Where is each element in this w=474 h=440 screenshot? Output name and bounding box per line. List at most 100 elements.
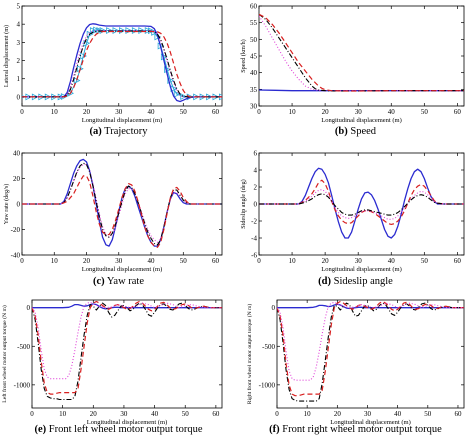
y-tick-label: 1 xyxy=(17,75,21,83)
x-tick-label: 60 xyxy=(454,108,462,116)
x-tick-label: 10 xyxy=(51,257,59,265)
y-tick-label: -20 xyxy=(11,226,21,234)
series-line-red_dashed xyxy=(32,300,222,395)
caption-letter: (e) xyxy=(34,424,47,435)
caption-letter: (a) xyxy=(89,126,102,137)
series-group xyxy=(22,158,222,248)
y-tick-label: -6 xyxy=(251,252,257,260)
caption-text: Sideslip angle xyxy=(333,276,393,287)
x-tick-label: 50 xyxy=(180,257,188,265)
x-tick-label: 60 xyxy=(212,108,220,116)
series-line-blue_solid xyxy=(32,303,222,310)
y-tick-label: 5 xyxy=(17,3,21,11)
series-line-magenta_dotted xyxy=(32,301,222,380)
y-tick-label: 0 xyxy=(17,201,21,209)
series-line-blue_solid xyxy=(22,23,222,103)
caption-e: (e) Front left wheel motor output torque xyxy=(0,424,237,435)
caption-text: Trajectory xyxy=(104,126,148,137)
plot-frame xyxy=(31,299,223,409)
chart-e: 0 10 20 30 40 50 60 -1000 -500 0 Longitudinal disp… xyxy=(1,299,223,426)
x-tick-label: 50 xyxy=(424,410,432,418)
data-point-marker xyxy=(164,66,171,74)
plot-frame xyxy=(276,299,465,409)
caption-f: (f) Front right wheel motor output torqu… xyxy=(237,424,474,435)
y-tick-label: 0 xyxy=(17,93,21,101)
series-group xyxy=(277,300,464,402)
series-line-red_dashed xyxy=(259,179,464,225)
x-tick-label: 10 xyxy=(59,410,67,418)
x-tick-label: 30 xyxy=(115,257,123,265)
series-line-magenta_dotted xyxy=(22,29,222,98)
series-line-red_dashed xyxy=(22,30,222,98)
series-line-blue_solid xyxy=(22,158,222,247)
series-line-blue_solid xyxy=(259,167,464,239)
series-line-red_dashed xyxy=(259,13,464,92)
caption-text: Yaw rate xyxy=(106,276,145,287)
chart-d: 0 10 20 30 40 50 60 -6 -4 -2 0 2 4 6 Longitudinal disp… xyxy=(240,150,465,273)
caption-letter: (c) xyxy=(92,276,105,287)
data-point-marker xyxy=(80,52,87,60)
y-tick-label: -500 xyxy=(17,343,30,351)
x-tick-label: 40 xyxy=(148,257,156,265)
y-tick-label: 40 xyxy=(13,150,21,158)
y-tick-label: -500 xyxy=(262,343,275,351)
y-axis-label: Yaw rate (deg/s) xyxy=(3,184,10,225)
x-tick-label: 20 xyxy=(322,257,330,265)
data-point-marker xyxy=(93,26,100,34)
y-tick-label: 40 xyxy=(250,69,258,77)
x-tick-label: 0 xyxy=(20,108,24,116)
series-group xyxy=(259,13,464,92)
y-tick-label: 3 xyxy=(17,39,21,47)
y-tick-label: -2 xyxy=(251,218,257,226)
plot-frame xyxy=(21,5,223,107)
series-group xyxy=(32,300,222,401)
y-tick-label: 55 xyxy=(250,19,258,27)
x-tick-label: 20 xyxy=(322,108,330,116)
y-axis-label: Speed (km/h) xyxy=(240,39,247,73)
caption-c: (c) Yaw rate xyxy=(0,276,237,287)
data-point-marker xyxy=(173,90,181,98)
caption-b: (b) Speed xyxy=(237,126,474,137)
y-tick-label: -1000 xyxy=(14,381,31,389)
x-tick-label: 10 xyxy=(304,410,312,418)
x-tick-label: 0 xyxy=(257,257,261,265)
caption-d: (d) Sideslip angle xyxy=(237,276,474,287)
x-tick-label: 60 xyxy=(454,410,462,418)
x-axis-label: Longitudinal displacement (m) xyxy=(321,117,402,124)
y-tick-label: 50 xyxy=(250,36,258,44)
x-tick-label: 20 xyxy=(334,410,342,418)
y-tick-label: 4 xyxy=(17,21,21,29)
caption-text: Front right wheel motor output torque xyxy=(282,424,442,435)
x-tick-label: 10 xyxy=(289,257,297,265)
data-point-marker xyxy=(112,27,120,35)
y-tick-label: 60 xyxy=(250,3,258,11)
caption-text: Speed xyxy=(350,126,377,137)
caption-letter: (b) xyxy=(334,126,348,137)
series-line-red_dashed xyxy=(22,175,222,248)
series-line-blue_solid xyxy=(277,303,464,310)
chart-b: 0 10 20 30 40 50 60 30 35 40 45 50 55 60 Longitudinal … xyxy=(240,3,465,124)
x-tick-label: 40 xyxy=(388,108,396,116)
data-point-marker xyxy=(180,93,187,101)
x-tick-label: 10 xyxy=(289,108,297,116)
x-tick-label: 30 xyxy=(115,108,123,116)
x-tick-label: 0 xyxy=(20,257,24,265)
series-line-magenta_dotted xyxy=(259,189,464,220)
y-tick-label: 30 xyxy=(250,103,258,111)
y-tick-label: 45 xyxy=(250,53,258,61)
series-line-red_dashed xyxy=(277,300,464,397)
y-axis-label: Left front wheel motor output torque (N … xyxy=(1,305,8,403)
y-tick-label: 0 xyxy=(272,304,276,312)
caption-letter: (d) xyxy=(318,276,331,287)
x-tick-label: 20 xyxy=(83,257,91,265)
y-axis-label: Right front wheel motor output torque (N… xyxy=(246,304,253,405)
x-tick-label: 60 xyxy=(454,257,462,265)
series-line-magenta_dotted xyxy=(277,301,464,381)
y-tick-label: 2 xyxy=(254,184,258,192)
data-point-marker xyxy=(167,77,175,85)
x-tick-label: 30 xyxy=(355,257,363,265)
x-axis-label: Longitudinal displacement (m) xyxy=(321,266,402,273)
x-tick-label: 50 xyxy=(182,410,190,418)
series-group xyxy=(259,167,464,239)
